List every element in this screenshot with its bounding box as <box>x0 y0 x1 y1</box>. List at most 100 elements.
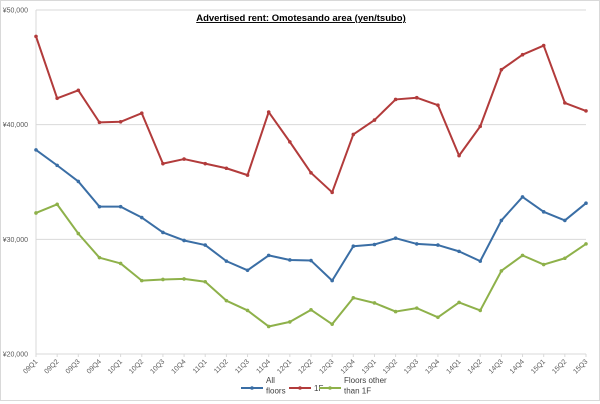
data-point <box>478 259 483 263</box>
data-point <box>478 308 483 313</box>
gridlines <box>35 9 587 357</box>
data-point <box>372 118 377 122</box>
data-point <box>478 124 483 129</box>
data-point <box>288 320 292 324</box>
data-point <box>266 253 271 258</box>
data-point <box>351 132 356 137</box>
data-point <box>55 163 59 168</box>
data-point <box>584 201 588 206</box>
data-point <box>351 296 356 300</box>
y-tick-label: ¥20,000 <box>3 352 28 359</box>
data-point <box>118 120 123 124</box>
data-point <box>372 301 377 305</box>
data-point <box>351 244 356 249</box>
data-point <box>393 236 398 240</box>
data-point <box>309 171 313 175</box>
data-point <box>161 230 165 235</box>
data-point <box>224 259 229 263</box>
data-point <box>266 110 271 114</box>
legend-label: All <box>266 376 275 385</box>
legend-label: floors <box>266 387 286 396</box>
legend-marker <box>298 386 302 390</box>
data-point <box>541 262 546 267</box>
data-point <box>288 140 292 144</box>
data-point <box>97 120 102 125</box>
data-point <box>182 277 186 281</box>
data-point <box>330 278 334 283</box>
x-tick-label: 15Q2 <box>551 358 568 375</box>
legend-item: 1F <box>289 384 323 393</box>
data-point <box>245 308 250 313</box>
y-tick-label: ¥50,000 <box>3 8 28 15</box>
data-point <box>266 324 271 329</box>
data-point <box>55 202 59 207</box>
x-tick-label: 10Q4 <box>170 358 187 375</box>
data-point <box>139 111 144 115</box>
data-point <box>563 256 567 261</box>
data-point <box>288 258 292 262</box>
data-point <box>541 210 546 214</box>
x-tick-label: 14Q3 <box>488 358 505 375</box>
data-point <box>34 34 38 39</box>
data-point <box>520 195 525 199</box>
x-tick-label: 09Q2 <box>44 358 61 375</box>
data-point <box>118 261 123 266</box>
data-point <box>118 204 123 209</box>
data-point <box>34 211 38 215</box>
data-point <box>161 161 165 166</box>
x-tick-label: 10Q2 <box>128 358 145 375</box>
data-point <box>499 218 504 223</box>
x-tick-label: 14Q2 <box>467 358 484 375</box>
x-tick-label: 14Q4 <box>509 358 526 375</box>
series-line <box>35 36 587 194</box>
data-point <box>520 52 525 57</box>
x-tick-label: 11Q1 <box>192 358 209 375</box>
x-tick-label: 15Q1 <box>530 358 547 375</box>
x-tick-label: 11Q4 <box>255 358 272 375</box>
legend-marker <box>250 386 254 390</box>
data-point <box>499 269 504 273</box>
x-tick-label: 12Q3 <box>319 358 336 375</box>
data-point <box>520 253 525 258</box>
chart-title: Advertised rent: Omotesando area (yen/ts… <box>196 13 406 24</box>
data-point <box>499 67 504 72</box>
legend-marker <box>328 386 332 390</box>
x-tick-label: 12Q4 <box>340 358 357 375</box>
data-point <box>182 238 186 243</box>
data-point <box>584 109 588 113</box>
data-point <box>139 278 144 283</box>
data-point <box>372 242 377 247</box>
data-point <box>76 179 81 184</box>
legend-item: All floors <box>241 376 286 396</box>
data-point <box>330 190 334 195</box>
data-point <box>563 218 567 223</box>
data-point <box>414 306 419 310</box>
x-tick-label: 12Q2 <box>297 358 314 375</box>
data-point <box>436 243 440 247</box>
data-point <box>393 97 398 102</box>
legend-item: Floors other than 1F <box>319 376 387 396</box>
data-point <box>245 173 250 177</box>
data-point <box>330 322 334 326</box>
data-point <box>309 308 313 312</box>
data-point <box>34 148 38 152</box>
data-point <box>76 88 81 93</box>
data-point <box>203 161 208 166</box>
series-all-floors <box>34 148 588 283</box>
series-1f <box>34 34 588 195</box>
data-point <box>161 277 165 282</box>
x-tick-label: 09Q3 <box>65 358 82 375</box>
x-tick-label: 10Q3 <box>149 358 166 375</box>
x-tick-label: 09Q1 <box>22 358 39 375</box>
x-tick-label: 13Q2 <box>382 358 399 375</box>
data-point <box>97 255 102 260</box>
x-tick-label: 09Q4 <box>86 358 103 375</box>
legend-label: 1F <box>314 384 323 393</box>
data-point <box>414 95 419 100</box>
data-point <box>224 298 229 303</box>
data-point <box>203 279 208 284</box>
data-point <box>182 157 186 161</box>
data-point <box>393 309 398 314</box>
